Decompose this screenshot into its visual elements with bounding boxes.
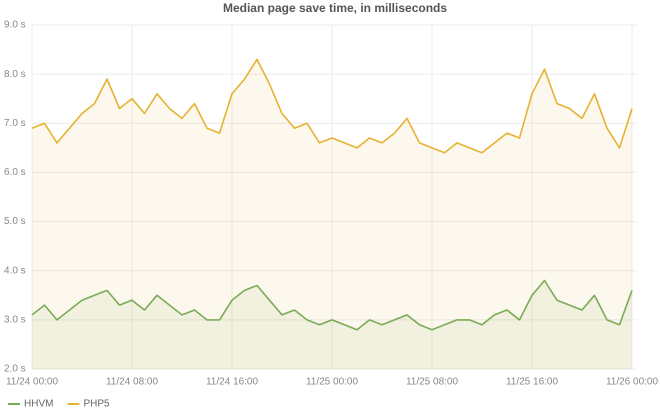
- series-area: [32, 280, 632, 369]
- y-tick-label: 4.0 s: [4, 265, 26, 276]
- x-tick-label: 11/25 16:00: [506, 377, 559, 388]
- y-tick-label: 5.0 s: [4, 216, 26, 227]
- areas: [32, 59, 632, 370]
- y-tick-label: 9.0 s: [4, 20, 26, 31]
- y-tick-label: 7.0 s: [4, 118, 26, 129]
- grid: [31, 24, 637, 370]
- x-tick-label: 11/26 00:00: [606, 377, 659, 388]
- y-tick-label: 3.0 s: [4, 314, 26, 325]
- chart-title: Median page save time, in milliseconds: [223, 1, 447, 15]
- x-tick-label: 11/24 00:00: [6, 377, 59, 388]
- legend-label: PHP5: [83, 399, 110, 410]
- x-tick-label: 11/25 08:00: [406, 377, 459, 388]
- x-tick-label: 11/24 16:00: [206, 377, 259, 388]
- legend-item: HHVM: [8, 399, 53, 410]
- y-tick-label: 2.0 s: [4, 364, 26, 375]
- series-area: [32, 59, 632, 370]
- lines: [31, 58, 633, 331]
- x-tick-label: 11/24 08:00: [106, 377, 159, 388]
- x-tick-label: 11/25 00:00: [306, 377, 359, 388]
- y-tick-label: 6.0 s: [4, 167, 26, 178]
- series-line: [31, 58, 633, 154]
- series-line: [31, 279, 633, 331]
- legend-item: PHP5: [67, 399, 110, 410]
- legend-label: HHVM: [24, 399, 53, 410]
- y-tick-label: 8.0 s: [4, 69, 26, 80]
